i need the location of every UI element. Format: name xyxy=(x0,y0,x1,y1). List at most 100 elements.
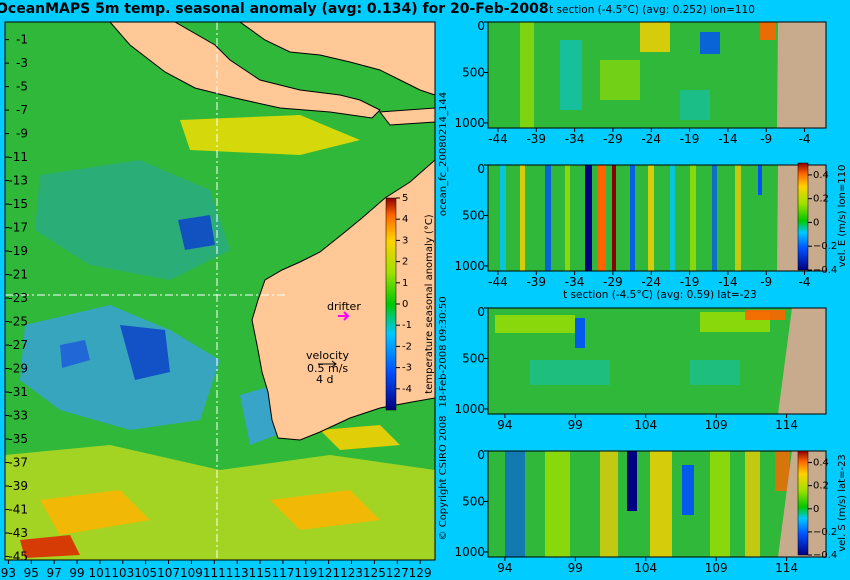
panel-stripe xyxy=(690,165,696,271)
section-panel-2: -44 -39 -34 -29 -24 -19 -14 -9 -4 0 500 1000 xyxy=(454,162,827,289)
map-x-tick-label: 107 xyxy=(157,566,180,580)
drifter-label: drifter xyxy=(327,300,361,313)
section-x-tick-label: -14 xyxy=(718,132,738,146)
section-x-tick-label: 114 xyxy=(775,561,798,575)
run-id-label: ocean_fc_20080214_144 xyxy=(438,92,449,216)
map-colorbar-tick-label: 0 xyxy=(402,299,408,310)
panel-stripe xyxy=(640,22,670,52)
section-x-tick-label: -44 xyxy=(488,275,508,289)
section-x-tick-label: 104 xyxy=(634,418,657,432)
map-x-tick-label: 109 xyxy=(180,566,203,580)
map-colorbar-tick-label: -2 xyxy=(402,341,412,352)
map-y-tick-label: -41 xyxy=(8,502,28,516)
map-colorbar: 5 4 3 2 1 0 -1 -2 -3 -4 temperature seasonal anom… xyxy=(385,193,435,411)
page-title: OceanMAPS 5m temp. seasonal anomaly (avg… xyxy=(0,1,549,17)
map-x-axis: 93 95 97 99 101 103 105 107 109 111 113 115 117 119 12… xyxy=(1,560,432,580)
map-y-tick-label: -3 xyxy=(16,56,28,70)
section-x-tick-label: 94 xyxy=(497,561,512,575)
panel-stripe xyxy=(758,165,762,195)
panel-stripe xyxy=(690,360,740,385)
map-colorbar-tick-label: 2 xyxy=(402,257,408,268)
panel-stripe xyxy=(760,22,776,40)
section-panel-4: 94 99 104 109 114 0 500 1000 xyxy=(454,448,827,575)
section-y-tick-label: 500 xyxy=(462,494,485,508)
map-y-tick-label: -39 xyxy=(8,479,28,493)
map-y-tick-label: -15 xyxy=(8,197,28,211)
vel-s-colorbar-label: vel. S (m/s) lat=-23 xyxy=(837,454,848,552)
panel-stripe xyxy=(648,165,654,271)
map-y-tick-label: -11 xyxy=(8,150,28,164)
map-x-tick-label: 111 xyxy=(203,566,226,580)
vel-e-colorbar-ticks: 0.4 0.2 0 −0.2 −0.4 xyxy=(808,170,837,276)
vel-e-colorbar-label: vel. E (m/s) lon=110 xyxy=(837,165,848,268)
section-x-tick-label: 99 xyxy=(568,561,583,575)
map-x-tick-label: 129 xyxy=(409,566,432,580)
vel-colorbar-tick-label: 0.2 xyxy=(813,194,829,205)
map-y-tick-label: -17 xyxy=(8,221,28,235)
panel-frame xyxy=(487,164,827,272)
panel-stripe xyxy=(565,165,570,271)
map-x-tick-label: 97 xyxy=(47,566,62,580)
map-y-tick-label: -33 xyxy=(8,409,28,423)
map-y-tick-label: -35 xyxy=(8,432,28,446)
anomaly-cool-area xyxy=(178,215,215,250)
map-y-tick-label: -5 xyxy=(16,80,28,94)
panel-stripe xyxy=(710,451,730,557)
map-y-axis: -1 -3 -5 -7 -9 -11 -13 -15 -17 -19 -21 -23 -25 -27 -29… xyxy=(5,33,28,563)
vel-colorbar-tick-label: −0.4 xyxy=(813,550,837,561)
map-x-tick-label: 103 xyxy=(111,566,134,580)
section-y-tick-label: 1000 xyxy=(454,402,485,416)
drifter-arrow-icon xyxy=(338,311,350,321)
velocity-scale-arrow-icon xyxy=(318,360,337,368)
section-panel-3: 94 99 104 109 114 0 500 1000 xyxy=(454,305,827,432)
section-x-tick-label: -4 xyxy=(799,132,811,146)
anomaly-cool-area xyxy=(35,160,230,280)
map-x-tick-label: 117 xyxy=(271,566,294,580)
section-x-tick-label: 114 xyxy=(775,418,798,432)
section-y-tick-label: 0 xyxy=(477,19,485,33)
panel-stripe xyxy=(495,315,575,333)
map-x-tick-label: 93 xyxy=(1,566,16,580)
section1-axes: -44 -39 -34 -29 -24 -19 -14 -9 -4 0 500 1000 xyxy=(454,19,810,146)
section-x-tick-label: 94 xyxy=(497,418,512,432)
section-y-tick-label: 500 xyxy=(462,65,485,79)
section-y-tick-label: 1000 xyxy=(454,116,485,130)
vel-e-colorbar-scale xyxy=(797,162,809,271)
map-colorbar-tick-label: -4 xyxy=(402,384,412,395)
panel-field xyxy=(488,165,826,271)
map-colorbar-tick-label: -1 xyxy=(402,320,412,331)
panel-stripe xyxy=(682,465,694,515)
section3-title: t section (-4.5°C) (avg: 0.59) lat=-23 xyxy=(563,289,757,301)
map-y-tick-label: -45 xyxy=(8,549,28,563)
panel-stripe xyxy=(670,165,675,271)
panel-stripe xyxy=(600,60,640,100)
section-x-tick-label: -39 xyxy=(526,275,546,289)
seabed xyxy=(777,22,826,128)
vel-colorbar-tick-label: 0 xyxy=(813,217,819,228)
section-x-tick-label: -14 xyxy=(718,275,738,289)
anomaly-warm-area xyxy=(5,445,435,560)
section-x-tick-label: -29 xyxy=(603,275,623,289)
section-x-tick-label: -44 xyxy=(488,132,508,146)
panel-stripe xyxy=(560,40,582,110)
panel-stripe xyxy=(600,451,618,557)
section-x-tick-label: -34 xyxy=(565,132,585,146)
section4-axes: 94 99 104 109 114 0 500 1000 xyxy=(454,448,798,575)
map-x-tick-label: 101 xyxy=(88,566,111,580)
panel-frame xyxy=(487,307,827,415)
panel-stripe xyxy=(585,165,592,271)
section-y-tick-label: 500 xyxy=(462,351,485,365)
panel-stripe xyxy=(500,165,506,271)
panel-stripe xyxy=(650,451,672,557)
map-colorbar-label: temperature seasonal anomaly (°C) xyxy=(424,214,435,393)
vel-s-colorbar-ticks: 0.4 0.2 0 −0.2 −0.4 xyxy=(808,458,837,561)
section-x-tick-label: -24 xyxy=(641,132,661,146)
map-y-tick-label: -19 xyxy=(8,244,28,258)
map-y-tick-label: -25 xyxy=(8,315,28,329)
anomaly-cool-area xyxy=(120,325,170,380)
vel-s-colorbar: 0.4 0.2 0 −0.2 −0.4 vel. S (m/s) lat=-23 xyxy=(797,450,848,561)
map-x-tick-label: 127 xyxy=(386,566,409,580)
map-y-tick-label: -29 xyxy=(8,362,28,376)
map-x-tick-label: 119 xyxy=(294,566,317,580)
section-x-tick-label: 109 xyxy=(705,561,728,575)
